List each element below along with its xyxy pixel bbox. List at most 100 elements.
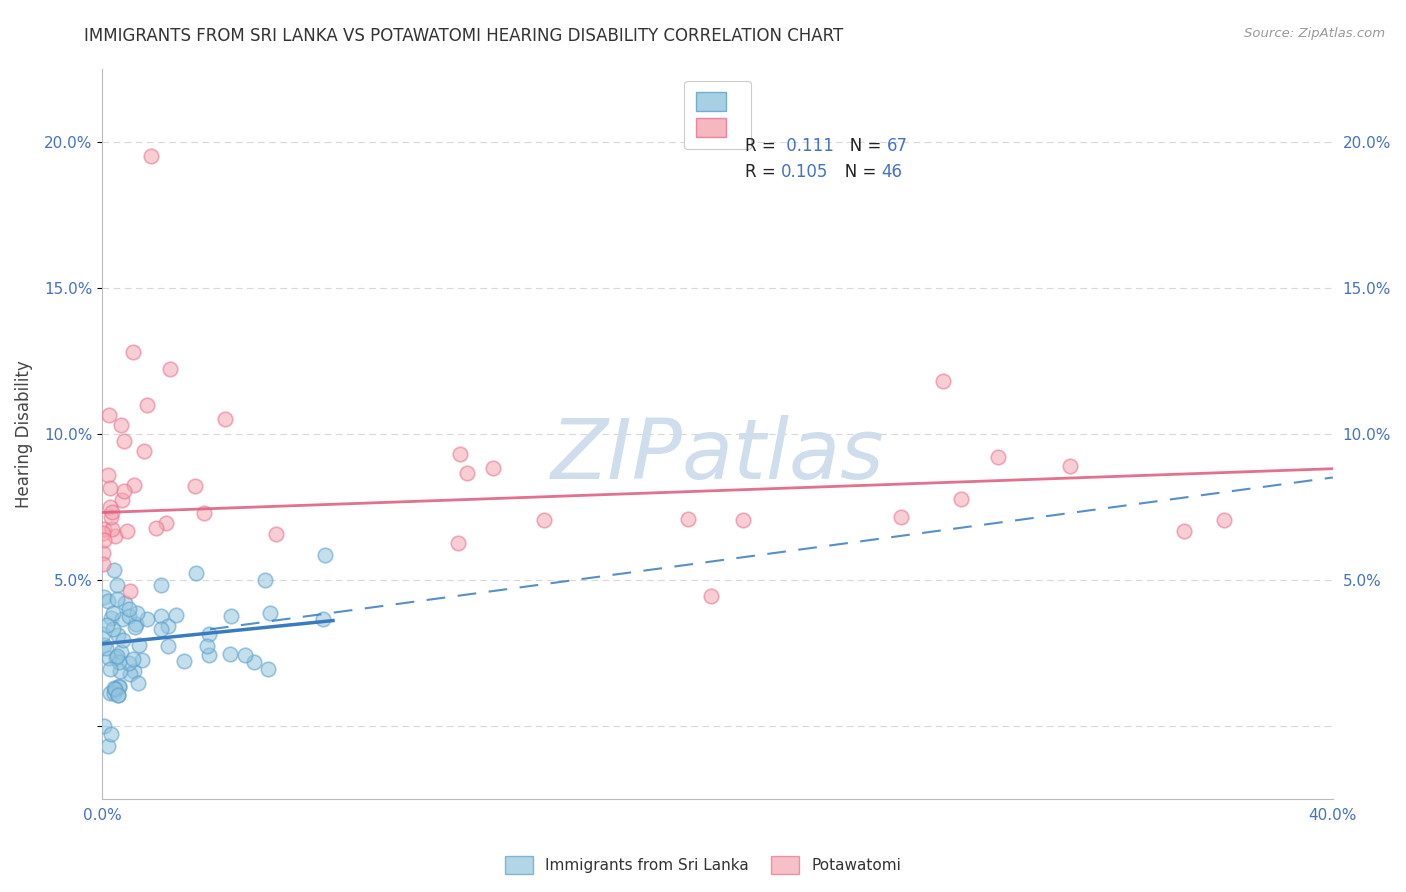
Point <box>104 529 127 543</box>
Point <box>97 650 120 665</box>
Point <box>233 648 256 662</box>
Point <box>122 344 145 359</box>
Point <box>112 434 135 448</box>
Point <box>111 493 134 508</box>
Legend: Immigrants from Sri Lanka, Potawatomi: Immigrants from Sri Lanka, Potawatomi <box>499 850 907 880</box>
Point <box>91 546 114 560</box>
Text: R =: R = <box>745 162 782 180</box>
Point <box>117 608 139 623</box>
Point <box>93 533 115 548</box>
Point <box>108 655 131 669</box>
Point <box>103 563 125 577</box>
Point <box>157 618 180 632</box>
Text: N =: N = <box>828 162 882 180</box>
Text: R =: R = <box>745 136 782 154</box>
Point <box>150 608 173 623</box>
Point <box>105 577 128 591</box>
Point <box>253 573 276 587</box>
Point <box>103 686 125 700</box>
Point <box>104 682 127 697</box>
Point <box>108 679 131 693</box>
Point <box>93 522 115 536</box>
Point <box>111 611 134 625</box>
Point <box>135 398 157 412</box>
Point <box>118 584 141 599</box>
Point <box>700 590 723 604</box>
Point <box>219 608 242 623</box>
Point <box>122 664 145 678</box>
Point <box>193 506 215 520</box>
Point <box>256 662 278 676</box>
Text: 46: 46 <box>882 162 903 180</box>
Point <box>97 739 120 753</box>
Point <box>98 662 121 676</box>
Point <box>456 467 478 481</box>
Point <box>197 627 219 641</box>
Point <box>118 602 141 616</box>
Point <box>314 548 336 562</box>
Point <box>100 727 122 741</box>
Point <box>1173 524 1195 538</box>
Point <box>481 460 503 475</box>
Point <box>173 654 195 668</box>
Point <box>676 512 699 526</box>
Point <box>186 566 208 581</box>
Text: IMMIGRANTS FROM SRI LANKA VS POTAWATOMI HEARING DISABILITY CORRELATION CHART: IMMIGRANTS FROM SRI LANKA VS POTAWATOMI … <box>84 27 844 45</box>
Point <box>198 648 221 663</box>
Point <box>127 676 149 690</box>
Point <box>94 641 117 656</box>
Point <box>96 618 118 632</box>
Point <box>107 689 129 703</box>
Point <box>214 412 236 426</box>
Point <box>110 664 132 678</box>
Point <box>101 522 124 536</box>
Legend: , : , <box>685 80 751 149</box>
Point <box>93 719 115 733</box>
Point <box>110 645 132 659</box>
Point <box>93 639 115 653</box>
Point <box>96 467 118 482</box>
Point <box>447 536 470 550</box>
Point <box>110 417 132 432</box>
Point <box>112 632 135 647</box>
Text: 0.111: 0.111 <box>782 136 834 154</box>
Point <box>91 525 114 540</box>
Y-axis label: Hearing Disability: Hearing Disability <box>15 359 32 508</box>
Text: ZIPatlas: ZIPatlas <box>551 415 884 496</box>
Point <box>108 680 131 694</box>
Point <box>118 656 141 670</box>
Point <box>890 510 912 524</box>
Point <box>450 447 472 461</box>
Point <box>195 639 218 653</box>
Point <box>124 620 146 634</box>
Point <box>100 482 122 496</box>
Point <box>219 648 242 662</box>
Point <box>141 149 163 163</box>
Point <box>120 667 142 681</box>
Point <box>136 612 159 626</box>
Point <box>150 578 173 592</box>
Point <box>103 681 125 695</box>
Point <box>264 527 287 541</box>
Point <box>97 408 120 422</box>
Point <box>98 685 121 699</box>
Point <box>243 655 266 669</box>
Point <box>100 509 122 524</box>
Point <box>1212 513 1234 527</box>
Point <box>105 648 128 663</box>
Text: Source: ZipAtlas.com: Source: ZipAtlas.com <box>1244 27 1385 40</box>
Point <box>183 479 205 493</box>
Point <box>950 491 973 506</box>
Point <box>107 628 129 642</box>
Point <box>1059 458 1081 473</box>
Point <box>97 594 120 608</box>
Point <box>132 444 155 458</box>
Point <box>112 483 135 498</box>
Point <box>259 606 281 620</box>
Point <box>100 610 122 624</box>
Point <box>93 591 115 605</box>
Point <box>101 622 124 636</box>
Point <box>987 450 1010 465</box>
Point <box>165 608 187 623</box>
Point <box>103 606 125 620</box>
